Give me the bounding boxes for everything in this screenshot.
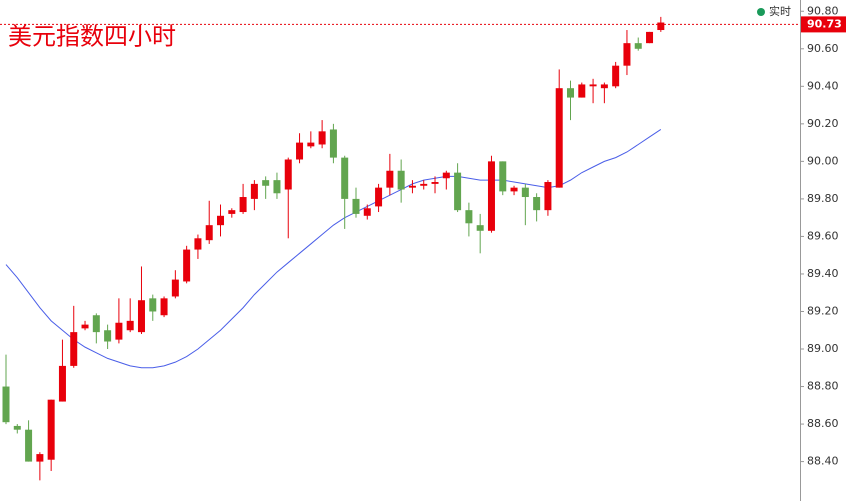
candle-body (341, 157, 349, 199)
candle-body (25, 429, 33, 462)
candle-body (386, 170, 394, 188)
y-tick-label: 89.60 (807, 229, 839, 242)
y-tick-label: 88.40 (807, 455, 839, 468)
candle-body (137, 300, 145, 333)
candle-body (329, 129, 337, 158)
candle-body (600, 84, 608, 89)
candle-body (92, 315, 100, 333)
candle-body (397, 170, 405, 190)
candle-body (623, 43, 631, 66)
candle-body (533, 197, 541, 211)
candle-body (2, 386, 10, 423)
candle-body (352, 198, 360, 214)
y-tick-label: 90.60 (807, 42, 839, 55)
candle-body (634, 43, 642, 49)
candle-body (465, 210, 473, 224)
candle-body (646, 31, 654, 44)
y-tick-label: 89.20 (807, 304, 839, 317)
candle-body (521, 187, 529, 198)
candle-body (250, 183, 258, 199)
y-tick-label: 88.80 (807, 380, 839, 393)
last-price-label: 90.73 (807, 17, 842, 30)
y-tick-label: 90.00 (807, 154, 839, 167)
y-tick-label: 90.40 (807, 79, 839, 92)
candle-body (70, 332, 78, 366)
candle-body (262, 180, 270, 186)
candle-body (239, 197, 247, 213)
candle-body (205, 225, 213, 241)
candle-body (510, 187, 518, 192)
y-tick-label: 89.40 (807, 267, 839, 280)
candle-body (363, 208, 371, 216)
candle-body (104, 330, 112, 342)
y-tick-label: 89.80 (807, 192, 839, 205)
y-tick-label: 89.00 (807, 342, 839, 355)
candle-body (228, 210, 236, 214)
y-tick-label: 88.60 (807, 417, 839, 430)
candle-body (183, 249, 191, 282)
candle-body (375, 187, 383, 207)
candle-body (149, 298, 157, 312)
candle-body (476, 225, 484, 231)
candle-body (217, 215, 225, 226)
candle-body (544, 182, 552, 211)
candle-body (442, 172, 450, 179)
candle-body (160, 298, 168, 316)
candle-body (194, 238, 202, 250)
candle-body (420, 183, 428, 186)
last-price-tag (801, 16, 846, 33)
candle-body (81, 324, 89, 329)
candle-body (284, 159, 292, 190)
status-label: 实时 (769, 4, 791, 18)
y-tick-label: 90.80 (807, 4, 839, 17)
candle-body (126, 320, 134, 331)
candle-body (578, 84, 586, 98)
status-dot (757, 8, 765, 16)
candle-body (589, 84, 597, 87)
candle-body (296, 142, 304, 160)
candle-body (307, 142, 315, 147)
candle-body (408, 185, 416, 188)
candle-body (454, 172, 462, 211)
candle-body (47, 399, 55, 460)
candle-body (487, 161, 495, 231)
candle-body (567, 88, 574, 98)
candle-body (318, 131, 326, 145)
candle-body (115, 322, 123, 340)
candle-body (171, 279, 179, 297)
candle-body (58, 365, 66, 402)
y-tick-label: 90.20 (807, 117, 839, 130)
candle-body (13, 425, 21, 430)
candle-body (657, 22, 665, 31)
candle-body (555, 88, 563, 188)
candle-body (273, 180, 281, 194)
candle-body (431, 182, 439, 184)
candle-body (499, 161, 507, 192)
moving-average (5, 129, 662, 369)
candle-body (612, 65, 620, 87)
chart-title: 美元指数四小时 (8, 23, 176, 51)
candle-body (36, 454, 44, 462)
